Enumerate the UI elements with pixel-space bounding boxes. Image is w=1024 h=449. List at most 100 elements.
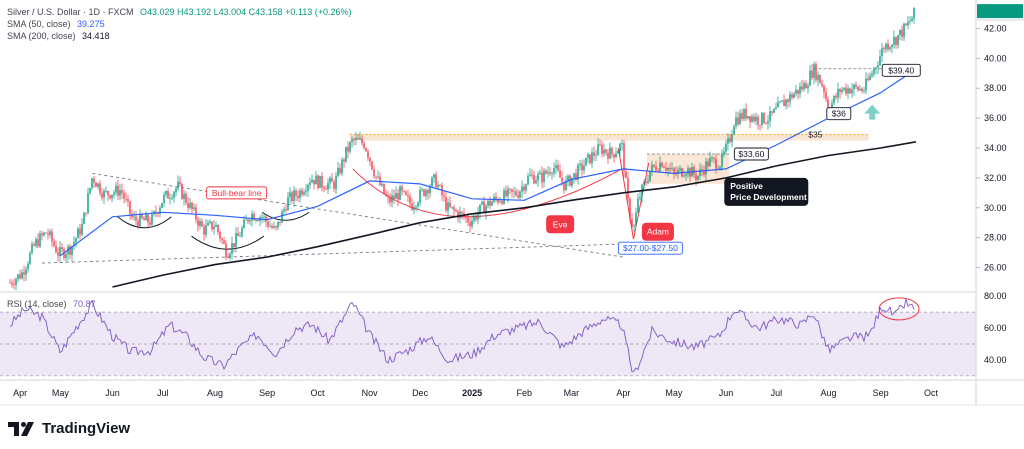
candle-body (141, 213, 143, 219)
candle-body (737, 117, 739, 125)
support-trendline (41, 243, 634, 264)
candle-body (511, 189, 513, 192)
candle-body (775, 107, 777, 109)
positive-box-bg (724, 177, 809, 206)
candle-body (743, 109, 745, 119)
candle-body (489, 200, 491, 206)
candle-body (841, 89, 843, 92)
candle-body (837, 89, 839, 98)
time-tick-label: Aug (820, 388, 836, 398)
price-tick-label: 34.00 (984, 143, 1007, 153)
candle-body (881, 48, 883, 57)
candle-body (407, 194, 409, 197)
candle-body (353, 139, 355, 141)
adam-spike-line (617, 147, 650, 240)
candle-body (515, 191, 517, 196)
candle-body (821, 83, 823, 86)
candle-body (839, 89, 841, 92)
candle-body (237, 233, 239, 237)
candle-body (719, 166, 721, 169)
candle-body (907, 21, 909, 26)
candle-body (753, 116, 755, 122)
candle-body (597, 144, 599, 156)
candle-body (781, 100, 783, 102)
candle-body (255, 219, 257, 221)
candle-body (459, 211, 461, 219)
candle-body (803, 83, 805, 90)
candle-body (699, 169, 701, 176)
candle-body (213, 226, 215, 230)
candle-body (609, 147, 611, 159)
candle-body (787, 99, 789, 102)
candle-body (627, 178, 629, 199)
candle-body (551, 173, 553, 175)
candle-body (343, 159, 345, 162)
candle-body (595, 155, 597, 157)
candle-body (835, 95, 837, 98)
candle-body (621, 143, 623, 145)
candle-body (335, 176, 337, 189)
candle-body (439, 185, 441, 186)
candle-body (521, 186, 523, 192)
legend-rsi-row: RSI (14, close) 70.87 (7, 298, 96, 310)
candle-body (99, 183, 101, 194)
candle-body (363, 143, 365, 149)
annotations: Bull-bear line $35 $33.60 $36 $39.40 $27.00-$… (206, 63, 921, 255)
candle-body (467, 217, 469, 223)
candle-body (505, 190, 507, 197)
rsi-overbought-circle (878, 297, 920, 321)
candle-body (33, 244, 35, 246)
candle-body (15, 279, 17, 286)
candle-body (183, 193, 185, 199)
candle-body (321, 175, 323, 188)
candle-body (365, 148, 367, 152)
candle-body (395, 193, 397, 199)
candle-body (95, 182, 97, 187)
candle-body (499, 201, 501, 203)
up-arrow-icon (864, 104, 881, 120)
candle-body (413, 207, 415, 210)
candle-body (117, 185, 119, 196)
candle-body (305, 190, 307, 193)
time-tick-label: Nov (362, 388, 379, 398)
time-tick-label: Jul (771, 388, 783, 398)
candle-body (905, 23, 907, 26)
rsi-tick-label: 40.00 (984, 355, 1007, 365)
candle-body (827, 99, 829, 111)
candle-body (171, 197, 173, 199)
candle-body (637, 198, 639, 213)
candle-body (281, 211, 283, 223)
price-tick-label: 32.00 (984, 173, 1007, 183)
candle-body (563, 181, 565, 191)
last-price-tag (977, 4, 1023, 19)
candle-body (205, 225, 207, 235)
candle-body (223, 240, 225, 244)
candle-body (243, 219, 245, 228)
candle-body (165, 191, 167, 195)
candle-body (229, 253, 231, 258)
candle-body (159, 207, 161, 214)
candle-body (895, 37, 897, 45)
tradingview-logo[interactable]: TradingView (8, 418, 130, 438)
candle-body (339, 167, 341, 174)
candle-body (451, 206, 453, 208)
time-tick-label: Sep (873, 388, 889, 398)
candles (9, 7, 915, 291)
positive-line1: Positive (730, 181, 763, 191)
candle-body (833, 95, 835, 104)
head-arc (191, 235, 265, 250)
candle-body (421, 189, 423, 191)
candle-body (215, 225, 217, 227)
candle-body (293, 190, 295, 201)
tradingview-logo-icon (8, 422, 34, 436)
candle-body (813, 64, 815, 78)
candle-body (69, 246, 71, 256)
candle-body (73, 242, 75, 247)
candle-body (669, 168, 671, 170)
candle-body (723, 151, 725, 154)
candle-body (629, 198, 631, 220)
candle-body (573, 173, 575, 178)
candle-body (801, 86, 803, 90)
time-tick-label: Jun (719, 388, 734, 398)
